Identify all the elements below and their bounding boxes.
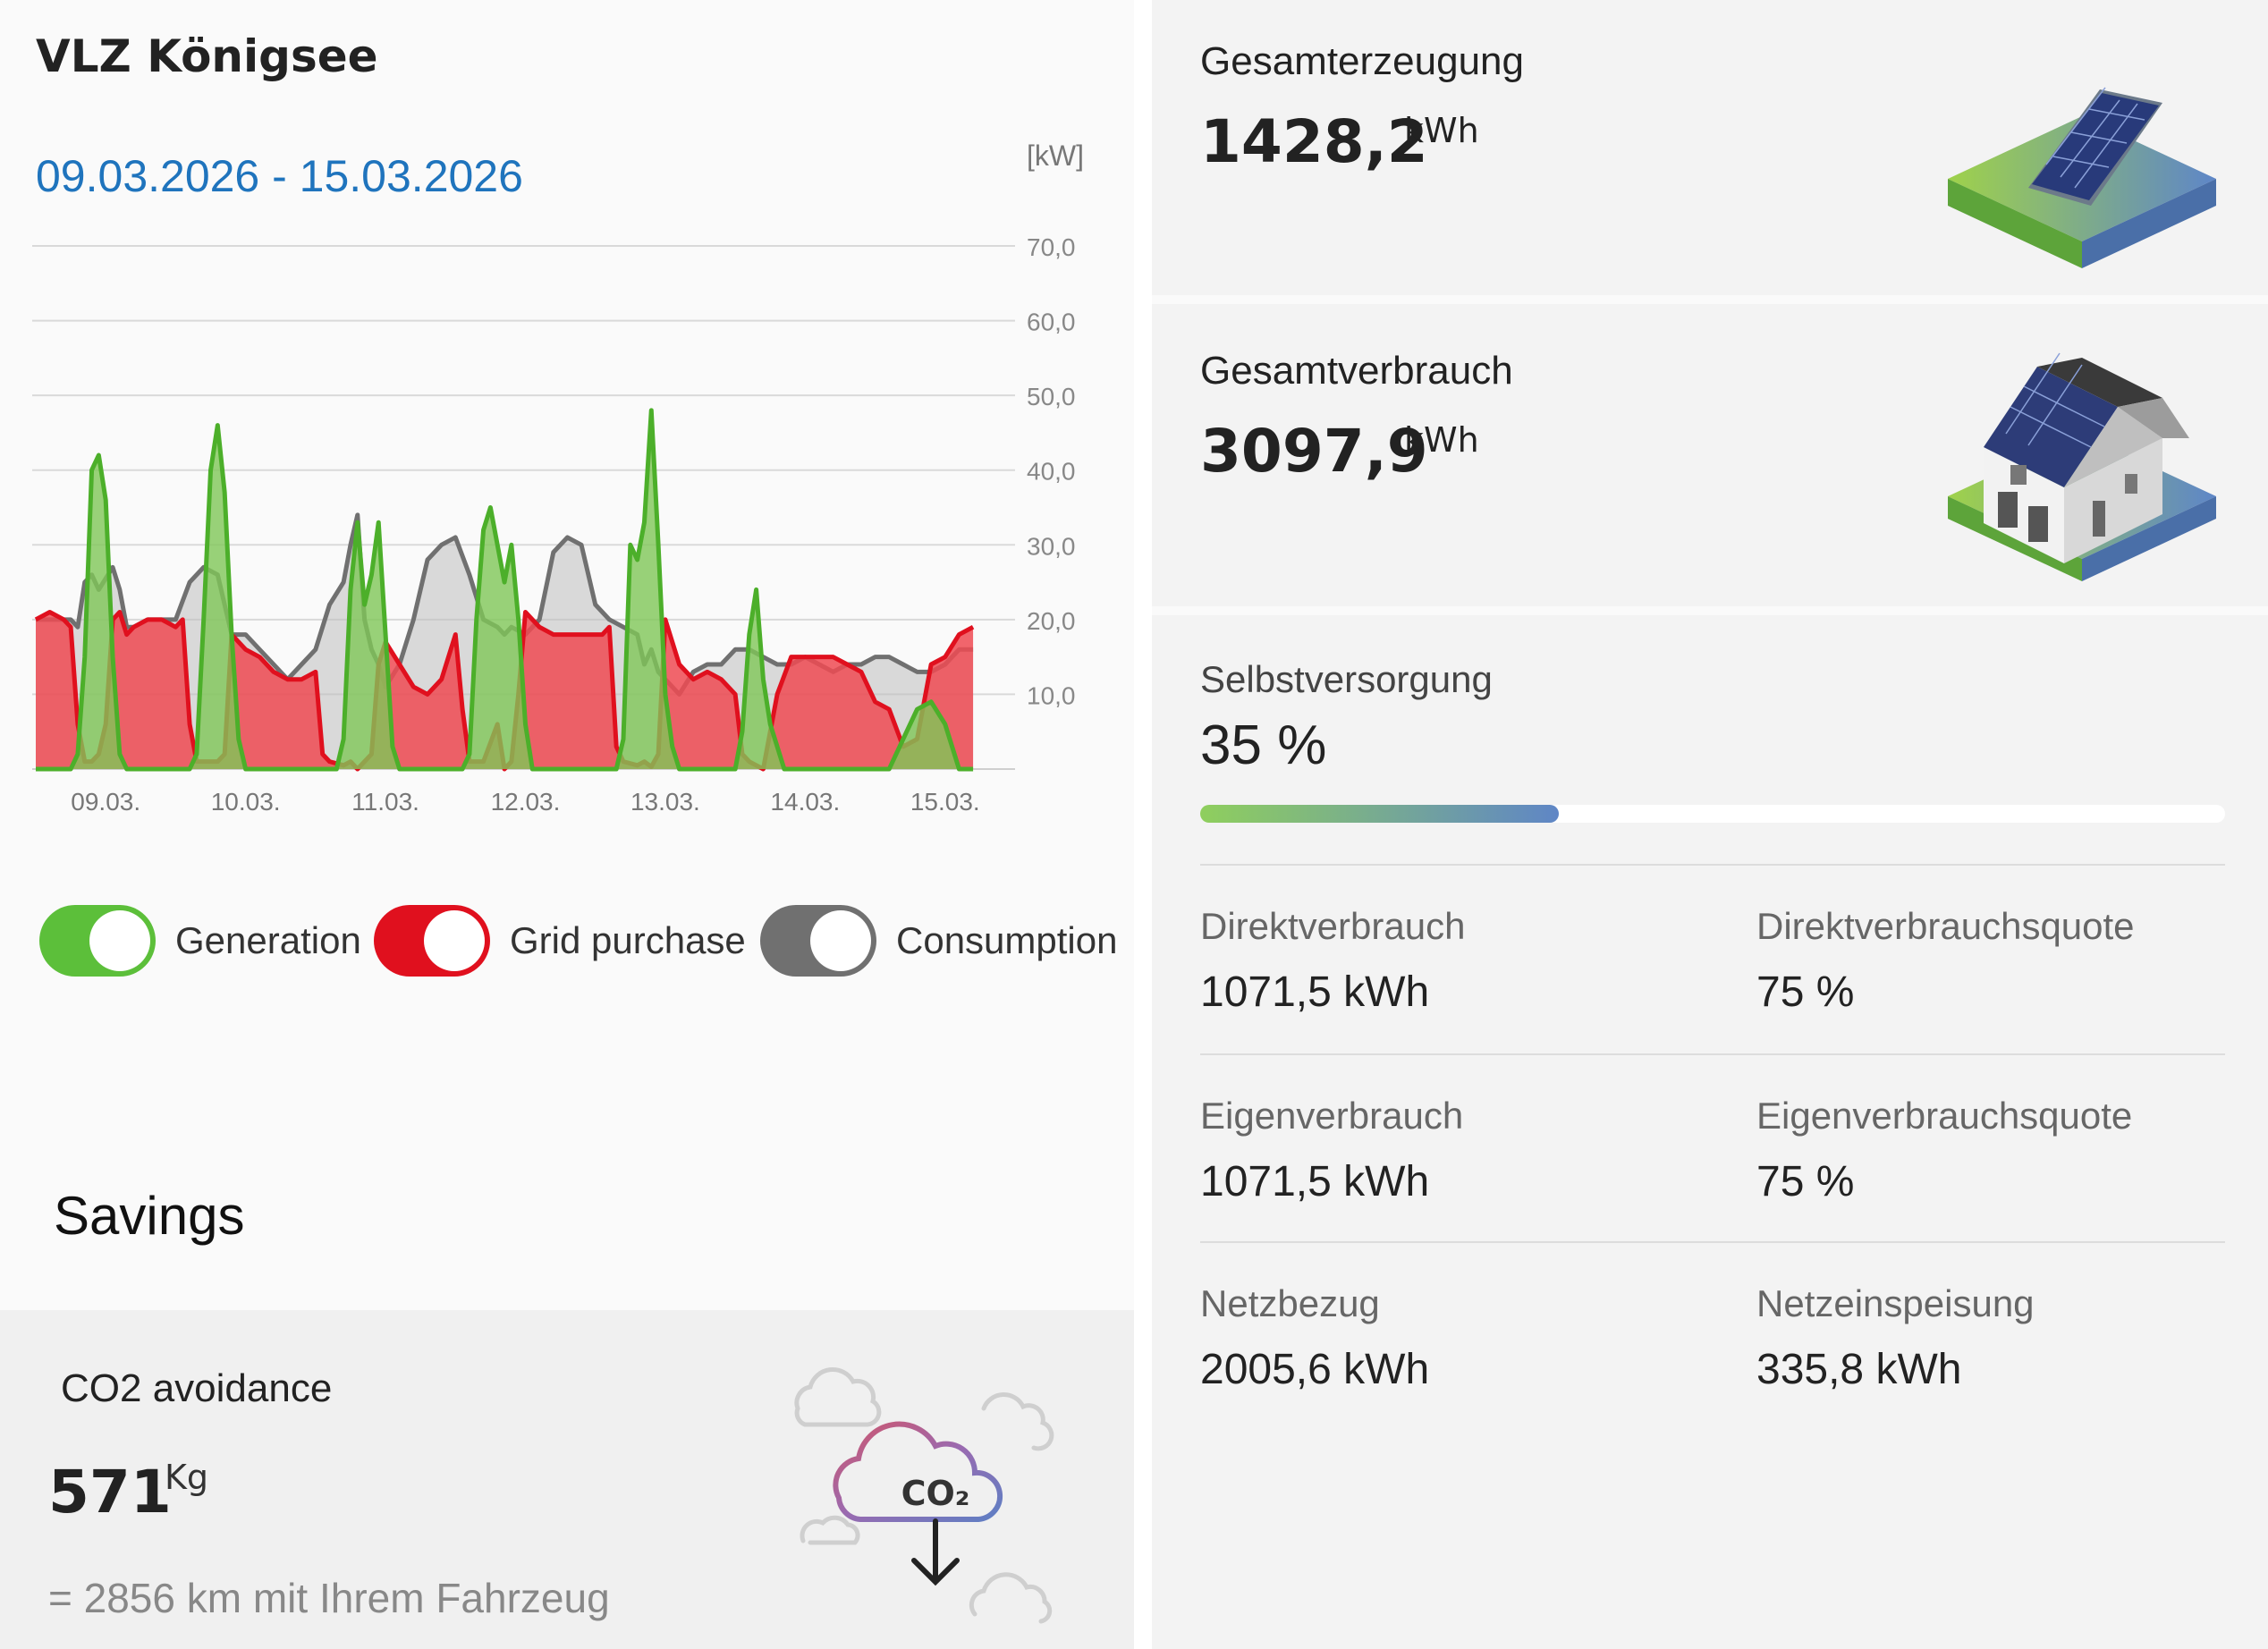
y-tick-label: 50,0 — [1027, 383, 1076, 410]
legend-grid-purchase[interactable]: Grid purchase — [374, 903, 746, 978]
stat-label-direktverbrauchsquote: Direktverbrauchsquote — [1756, 905, 2135, 947]
x-tick-label: 13.03. — [630, 788, 700, 816]
self-supply-label: Selbstversorgung — [1200, 658, 1493, 700]
self-supply-value: 35 % — [1200, 715, 1327, 776]
x-tick-label: 11.03. — [351, 788, 419, 816]
stat-value-direktverbrauchsquote: 75 % — [1756, 968, 1855, 1016]
generation-card: Gesamterzeugung 1428,2 kWh — [1152, 0, 2268, 295]
x-tick-label: 14.03. — [770, 788, 840, 816]
legend-label-grid-purchase: Grid purchase — [510, 919, 746, 961]
x-tick-label: 10.03. — [211, 788, 281, 816]
y-tick-label: 30,0 — [1027, 532, 1076, 560]
consumption-toggle[interactable] — [760, 905, 876, 977]
generation-toggle[interactable] — [39, 905, 156, 977]
divider — [1200, 864, 2225, 866]
generation-unit: kWh — [1404, 111, 1479, 150]
generation-value: 1428,2 — [1200, 107, 1428, 176]
y-tick-label: 10,0 — [1027, 681, 1076, 709]
y-tick-label: 70,0 — [1027, 233, 1076, 261]
consumption-card: Gesamtverbrauch 3097,9 kWh — [1152, 304, 2268, 606]
legend-label-generation: Generation — [175, 919, 361, 961]
y-tick-label: 40,0 — [1027, 458, 1076, 486]
x-tick-label: 12.03. — [491, 788, 561, 816]
divider — [1200, 1053, 2225, 1055]
x-tick-label: 09.03. — [71, 788, 140, 816]
consumption-title: Gesamtverbrauch — [1200, 349, 1513, 393]
co2-icon-label: CO₂ — [901, 1474, 970, 1513]
stat-label-netzeinspeisung: Netzeinspeisung — [1756, 1282, 2035, 1324]
column-divider — [1134, 0, 1152, 1649]
y-tick-label: 20,0 — [1027, 607, 1076, 635]
stat-value-netzbezug: 2005,6 kWh — [1200, 1346, 1430, 1393]
stat-value-direktverbrauch: 1071,5 kWh — [1200, 968, 1430, 1016]
self-supply-progress-fill — [1200, 805, 1560, 823]
grid-purchase-toggle[interactable] — [374, 905, 490, 977]
co2-title: CO2 avoidance — [61, 1366, 333, 1410]
co2-cloud-icon: CO₂ — [794, 1366, 1054, 1624]
chart-unit-label: [kW] — [1027, 140, 1084, 172]
stat-value-eigenverbrauchsquote: 75 % — [1756, 1158, 1855, 1205]
solar-panel-icon — [1948, 87, 2216, 268]
co2-equivalent: = 2856 km mit Ihrem Fahrzeug — [48, 1575, 610, 1621]
y-tick-label: 60,0 — [1027, 309, 1076, 336]
site-title: VLZ Königsee — [36, 30, 378, 82]
series-area-generation — [36, 410, 974, 769]
divider — [1200, 1241, 2225, 1243]
stat-label-direktverbrauch: Direktverbrauch — [1200, 905, 1466, 947]
co2-card — [0, 1310, 1134, 1649]
self-supply-progress-track — [1200, 805, 2225, 823]
stat-value-netzeinspeisung: 335,8 kWh — [1756, 1346, 1962, 1393]
stat-value-eigenverbrauch: 1071,5 kWh — [1200, 1158, 1430, 1205]
consumption-value: 3097,9 — [1200, 417, 1428, 486]
co2-unit: Kg — [165, 1458, 209, 1497]
stat-label-eigenverbrauch: Eigenverbrauch — [1200, 1095, 1464, 1137]
generation-title: Gesamterzeugung — [1200, 39, 1524, 83]
legend-consumption[interactable]: Consumption — [760, 903, 1117, 978]
energy-chart: 70,0 60,0 50,0 40,0 30,0 20,0 10,0 09.03. 10.03.… — [32, 233, 1076, 816]
stat-label-eigenverbrauchsquote: Eigenverbrauchsquote — [1756, 1095, 2133, 1137]
savings-heading: Savings — [54, 1186, 245, 1246]
legend-label-consumption: Consumption — [896, 919, 1118, 961]
x-tick-label: 15.03. — [910, 788, 980, 816]
house-icon — [1948, 352, 2216, 581]
co2-value: 571 — [48, 1458, 172, 1526]
date-range[interactable]: 09.03.2026 - 15.03.2026 — [36, 151, 523, 201]
stat-label-netzbezug: Netzbezug — [1200, 1282, 1380, 1324]
consumption-unit: kWh — [1404, 420, 1479, 460]
self-supply-card: Selbstversorgung 35 % Direktverbrauch 10… — [1152, 615, 2268, 1649]
legend-generation[interactable]: Generation — [39, 903, 361, 978]
series-line-generation — [36, 408, 974, 772]
